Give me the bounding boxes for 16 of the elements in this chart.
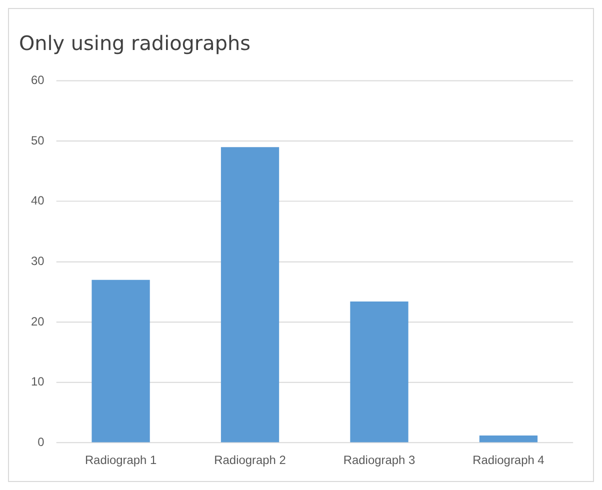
bar	[350, 302, 408, 442]
bar	[92, 280, 150, 442]
bar	[220, 147, 280, 442]
bar	[479, 436, 538, 442]
y-tick-label: 30	[30, 254, 45, 268]
y-tick-label: 50	[30, 133, 45, 148]
x-tick-label: Radiograph 1	[84, 453, 158, 468]
x-tick-label: Radiograph 2	[214, 453, 286, 468]
x-tick-label: Radiograph 3	[343, 453, 416, 468]
y-tick-label: 60	[30, 73, 45, 87]
y-tick-label: 10	[30, 374, 45, 389]
y-tick-label: 20	[30, 314, 45, 328]
y-tick-label: 40	[30, 194, 45, 208]
chart-title: Only using radiographs	[18, 32, 250, 56]
x-tick-label: Radiograph 4	[472, 453, 545, 468]
y-tick-label: 0	[38, 435, 45, 450]
